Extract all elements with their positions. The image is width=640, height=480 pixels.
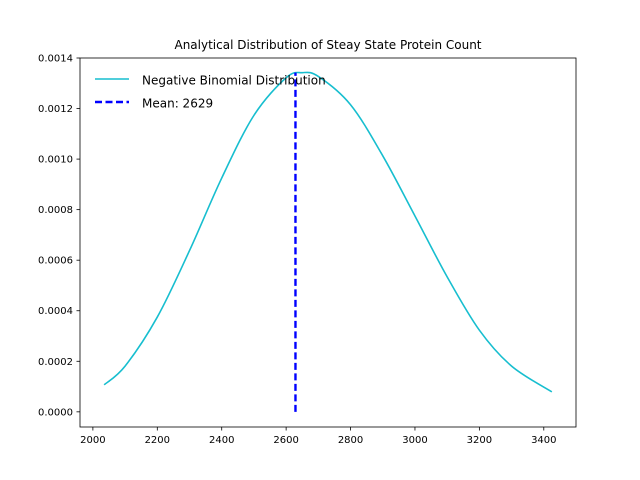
chart-title: Analytical Distribution of Steay State P… [174,38,481,52]
axes-frame [79,57,577,428]
x-tick-label: 2800 [338,435,363,446]
legend-label-mean: Mean: 2629 [142,97,213,111]
y-tick-label: 0.0012 [38,104,73,115]
legend: Negative Binomial Distribution Mean: 262… [95,74,326,111]
plot-area [103,71,553,412]
y-tick-label: 0.0008 [38,205,73,216]
y-tick-label: 0.0004 [38,306,73,317]
y-tick-label: 0.0010 [38,155,73,166]
x-tick-label: 2400 [209,435,234,446]
legend-label-nbd: Negative Binomial Distribution [142,74,326,88]
x-tick-label: 3200 [467,435,492,446]
y-tick-label: 0.0000 [38,407,73,418]
distribution-curve [103,71,553,393]
x-tick-label: 3000 [402,435,427,446]
y-tick-label: 0.0014 [38,54,73,65]
y-axis: 0.0000 0.0002 0.0004 0.0006 0.0008 0.0010 0.00… [38,54,80,418]
x-tick-label: 2000 [80,435,105,446]
y-tick-label: 0.0006 [38,256,73,267]
x-tick-label: 2200 [145,435,170,446]
x-axis: 2000 2200 2400 2600 2800 3000 3200 3400 [80,427,557,446]
x-tick-label: 3400 [531,435,556,446]
y-tick-label: 0.0002 [38,357,73,368]
x-tick-label: 2600 [273,435,298,446]
